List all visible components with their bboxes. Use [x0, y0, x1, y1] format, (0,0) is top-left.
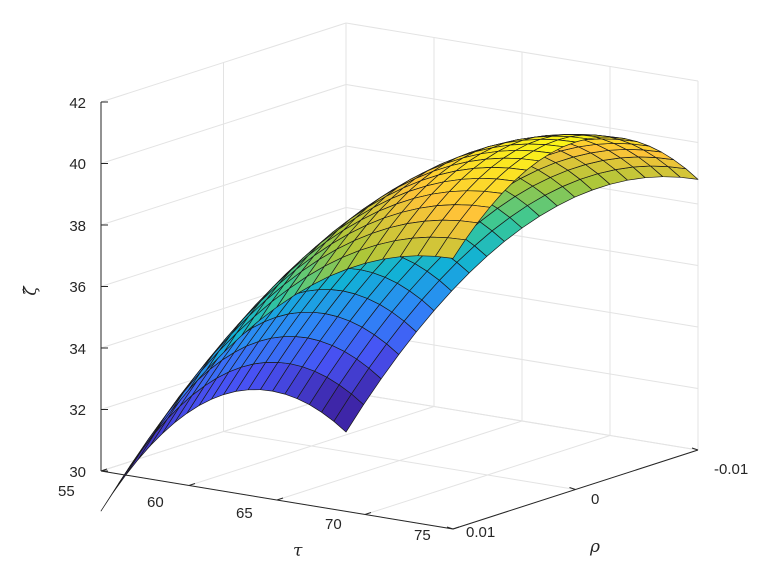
y-tick	[691, 447, 699, 451]
x-tick	[100, 468, 108, 472]
y-tick	[569, 487, 576, 490]
z-axis-label: ζ̂	[21, 285, 41, 296]
x-tick-label: 65	[236, 505, 253, 522]
x-tick-label: 55	[58, 483, 75, 500]
surface-patch	[137, 418, 168, 461]
z-tick-label: 40	[69, 156, 86, 173]
y-tick-label: 0.01	[466, 524, 495, 541]
surface-layer	[100, 134, 699, 512]
gridline	[223, 431, 576, 490]
z-tick-label: 30	[69, 464, 86, 481]
x-tick-label: 75	[414, 527, 431, 544]
surface-patch	[435, 237, 466, 259]
gridline	[345, 391, 699, 451]
z-tick-label: 36	[69, 279, 86, 296]
surface-patch	[149, 405, 181, 447]
x-axis-label: τ	[293, 541, 303, 561]
y-tick	[446, 526, 454, 530]
x-tick-label: 60	[147, 494, 164, 511]
y-tick-label: -0.01	[714, 461, 748, 478]
y-tick-label: 0	[591, 491, 599, 508]
y-axis-label: ρ	[589, 537, 600, 557]
x-tick	[364, 512, 372, 515]
axis-lines	[100, 101, 699, 530]
x-tick	[188, 483, 196, 486]
z-tick-label: 38	[69, 218, 86, 235]
z-tick-label: 34	[69, 341, 86, 358]
x-tick-label: 70	[325, 516, 342, 533]
z-tick-label: 32	[69, 402, 86, 419]
z-tick-label: 42	[69, 95, 86, 112]
x-tick	[276, 497, 284, 501]
